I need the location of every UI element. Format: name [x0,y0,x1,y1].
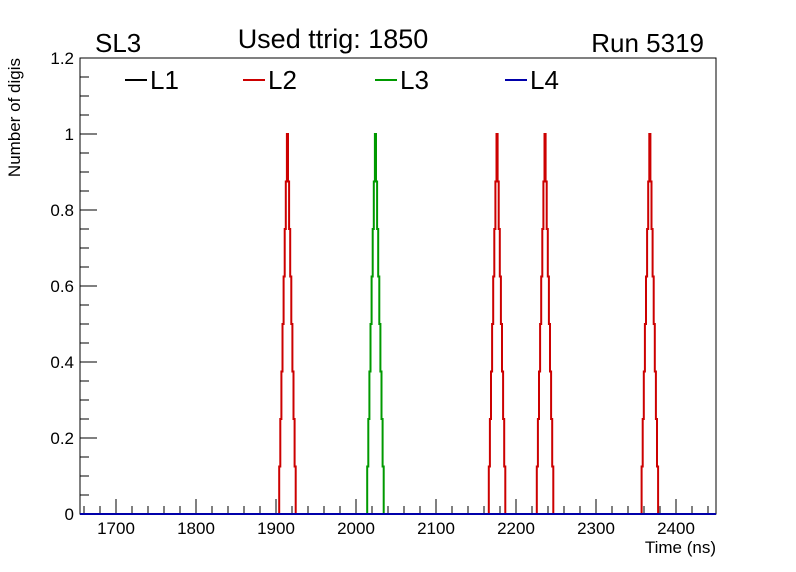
x-tick-label: 2200 [497,519,535,538]
x-axis-label: Time (ns) [645,538,716,557]
series-l2-peak [486,133,509,515]
y-axis-label: Number of digis [5,58,24,177]
x-axis: 1700 1800 1900 2000 2100 2200 2300 2400 [83,499,709,538]
legend-label-l3: L3 [400,65,429,95]
x-tick-label: 2000 [337,519,375,538]
legend-label-l2: L2 [268,65,297,95]
y-tick-label: 0.4 [50,353,74,372]
y-tick-label: 0.6 [50,277,74,296]
series-l3-peak [364,133,388,515]
y-tick-label: 0.2 [50,429,74,448]
series-l2-peak [639,133,662,515]
y-tick-label: 1.2 [50,49,74,68]
legend-label-l1: L1 [150,65,179,95]
x-tick-label: 2300 [577,519,615,538]
legend: L1 L2 L3 L4 [125,65,559,95]
y-tick-label: 1 [65,125,74,144]
y-tick-label: 0.8 [50,201,74,220]
top-left-label: SL3 [95,28,141,58]
y-tick-label: 0 [65,505,74,524]
x-tick-label: 1900 [257,519,295,538]
chart-title: Used ttrig: 1850 [238,24,429,54]
series-layer [80,133,716,515]
plot-frame [79,57,717,515]
x-tick-label: 1800 [177,519,215,538]
x-tick-label: 2400 [657,519,695,538]
legend-label-l4: L4 [530,65,559,95]
series-l2-peak [534,133,557,515]
series-l2-peak [276,133,300,515]
x-tick-label: 1700 [97,519,135,538]
top-right-label: Run 5319 [591,28,704,58]
y-axis: 0 0.2 0.4 0.6 0.8 1 1.2 [50,49,97,524]
x-tick-label: 2100 [417,519,455,538]
